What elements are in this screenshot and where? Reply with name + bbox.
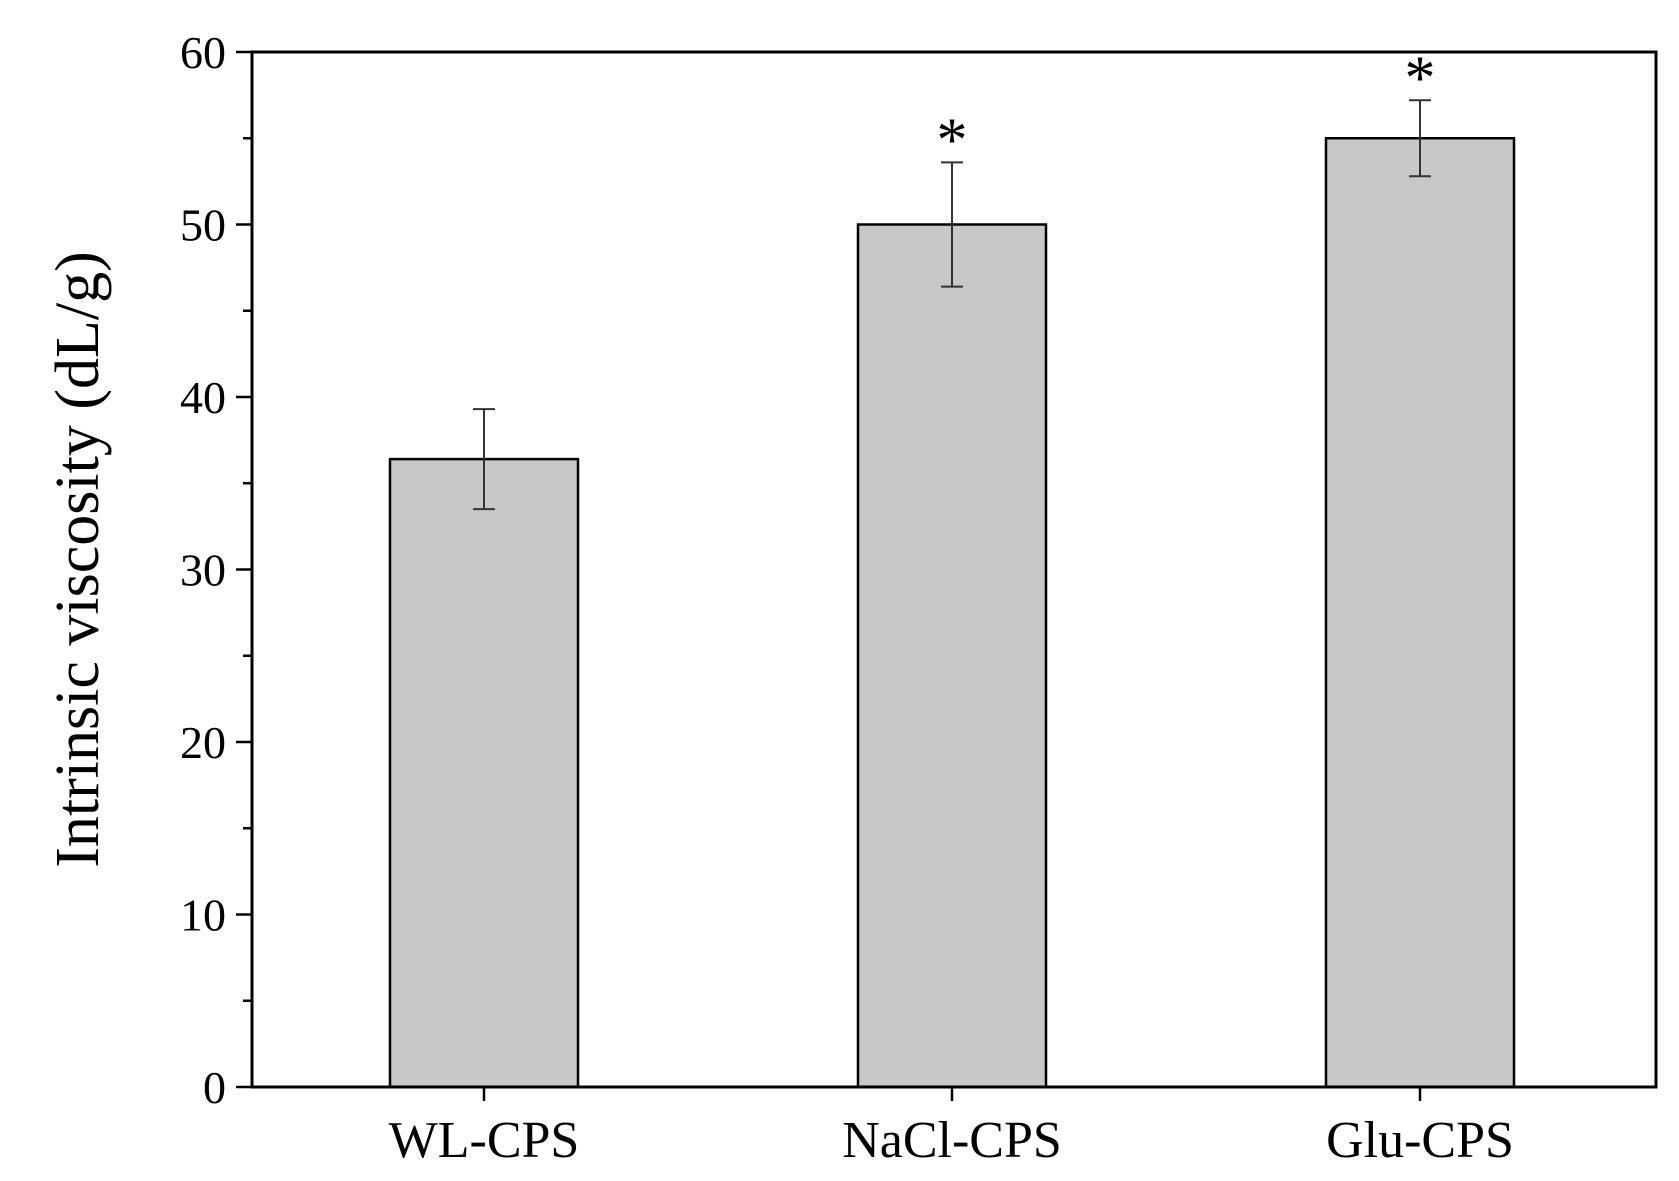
y-tick-label: 50 [180,200,226,251]
y-tick-label: 10 [180,890,226,941]
y-tick-label: 20 [180,717,226,768]
significance-marker: * [1405,44,1436,112]
bar-wl-cps [388,457,580,1089]
labels-layer: WL-CPS * NaCl-CPS * Glu-CPS 0 10 20 30 40 50 60 [180,27,1514,1169]
y-tick-label: 40 [180,372,226,423]
y-tick-label: 60 [180,27,226,78]
y-axis-title: Intrinsic viscosity (dL/g) [44,251,112,867]
ticks-layer [236,50,1422,1101]
y-tick-label: 0 [203,1062,226,1113]
bar-nacl-cps [856,223,1048,1089]
x-tick-label: WL-CPS [389,1112,580,1169]
bar-glu-cps [1324,137,1516,1089]
x-tick-label: NaCl-CPS [842,1112,1062,1169]
significance-marker: * [937,106,968,174]
error-bars-layer [473,99,1431,511]
x-tick-label: Glu-CPS [1326,1112,1514,1169]
y-tick-label: 30 [180,545,226,596]
